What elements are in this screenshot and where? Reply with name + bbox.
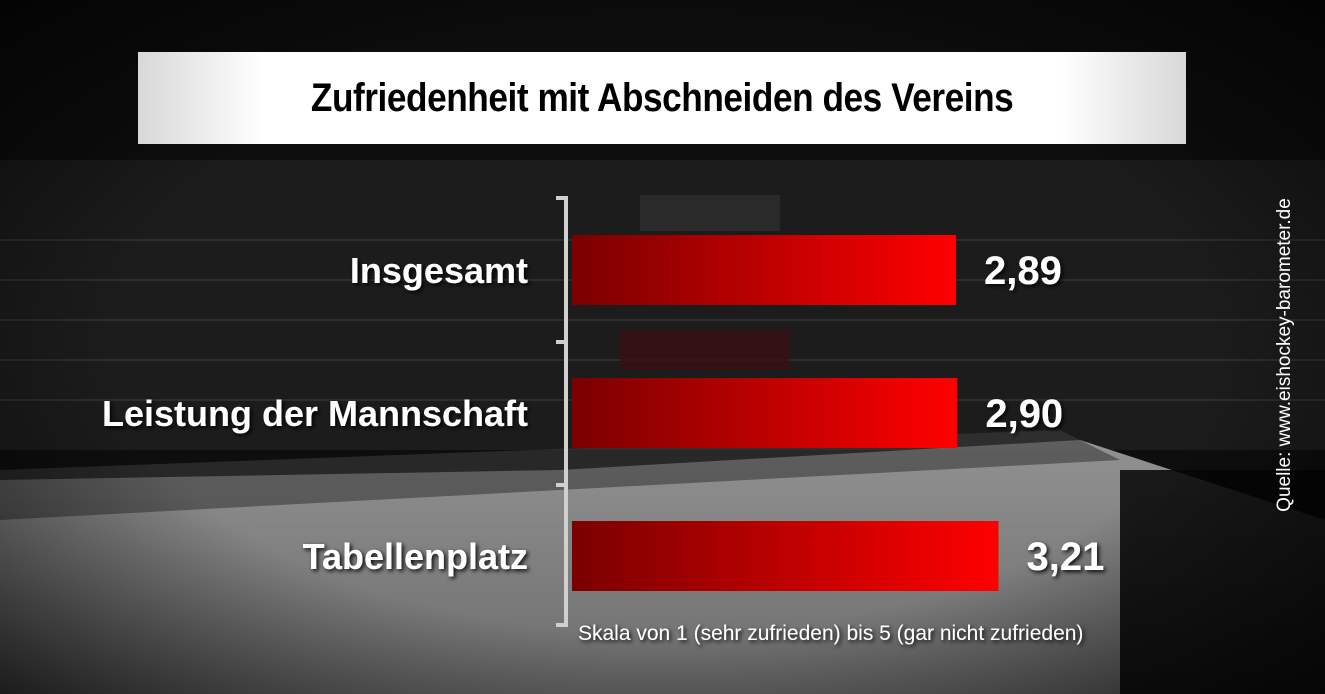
bar-1 <box>572 235 956 305</box>
source-note: Quelle: www.eishockey-barometer.de <box>1255 195 1315 515</box>
chart-title: Zufriedenheit mit Abschneiden des Verein… <box>310 75 1014 120</box>
source-text: Quelle: www.eishockey-barometer.de <box>1274 198 1295 512</box>
scale-note: Skala von 1 (sehr zufrieden) bis 5 (gar … <box>578 622 1083 645</box>
category-label: Tabellenplatz <box>303 536 528 577</box>
bar-2 <box>572 378 958 448</box>
category-label: Insgesamt <box>350 250 528 291</box>
value-label: 3,21 <box>1027 535 1105 579</box>
value-label: 2,89 <box>984 249 1062 293</box>
value-label: 2,90 <box>985 392 1063 436</box>
title-box: Zufriedenheit mit Abschneiden des Verein… <box>138 52 1186 144</box>
category-axis <box>556 196 568 627</box>
bar-3 <box>572 521 999 591</box>
category-label: Leistung der Mannschaft <box>102 393 528 434</box>
